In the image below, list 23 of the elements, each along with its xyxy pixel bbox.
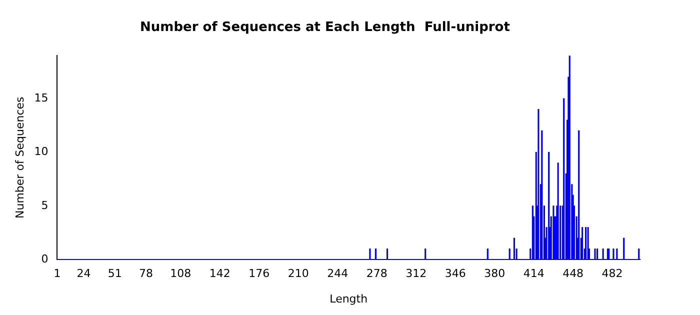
x-tick-label: 312 xyxy=(406,267,427,280)
x-tick-label: 414 xyxy=(523,267,544,280)
x-tick-label: 482 xyxy=(602,267,623,280)
y-axis-title: Number of Sequences xyxy=(13,96,26,218)
y-tick-label: 10 xyxy=(34,145,48,158)
x-tick-label: 346 xyxy=(444,267,466,280)
y-tick-label: 0 xyxy=(41,252,48,266)
x-tick-label: 448 xyxy=(562,267,584,280)
y-tick-label: 15 xyxy=(34,91,48,104)
x-tick-label: 1 xyxy=(54,267,61,280)
x-tick-label: 24 xyxy=(76,267,91,280)
x-tick-label: 210 xyxy=(288,267,309,280)
x-tick-label: 380 xyxy=(484,267,506,280)
x-tick-label: 142 xyxy=(209,267,230,280)
x-tick-label: 176 xyxy=(248,267,270,280)
x-tick-label: 278 xyxy=(366,267,388,280)
x-tick-label: 244 xyxy=(327,267,348,280)
x-tick-label: 78 xyxy=(139,267,154,280)
x-axis-title: Length xyxy=(330,292,368,306)
x-tick-label: 51 xyxy=(108,267,122,280)
x-tick-label: 108 xyxy=(170,267,192,280)
y-tick-label: 5 xyxy=(41,198,48,212)
chart-title: Number of Sequences at Each Length Full-uniprot xyxy=(140,20,510,36)
